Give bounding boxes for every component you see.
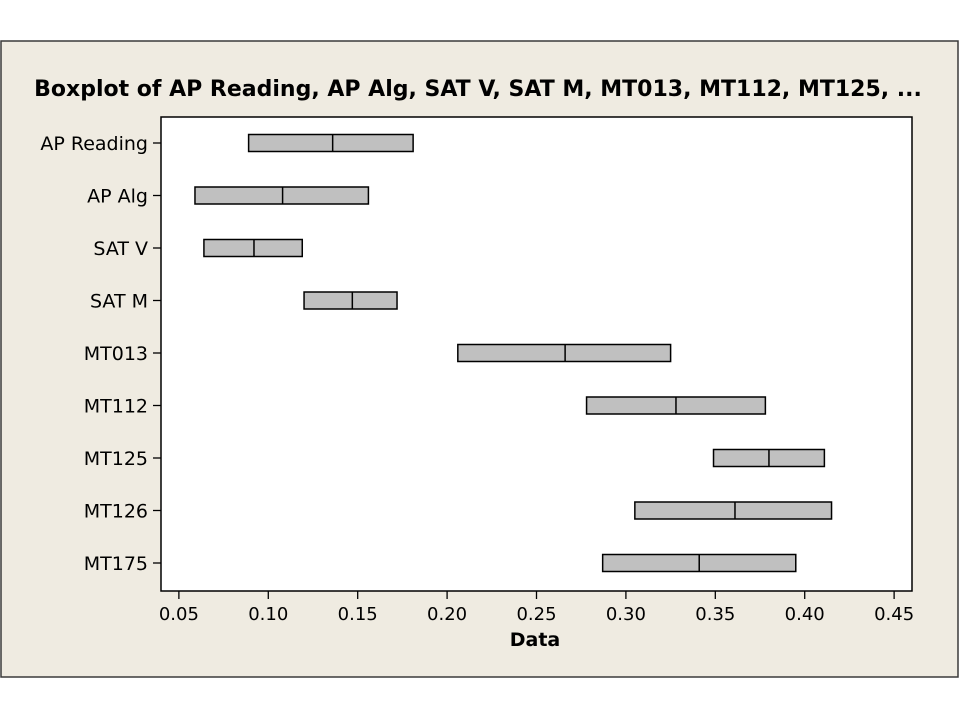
x-tick-label: 0.45 — [874, 604, 914, 625]
x-tick-label: 0.35 — [695, 604, 735, 625]
y-axis: AP Reading AP Alg SAT V SAT M MT013 MT112 MT12… — [40, 133, 161, 575]
y-tick-label: SAT M — [90, 291, 148, 313]
x-axis-title: Data — [510, 629, 561, 651]
y-tick-label: MT175 — [84, 553, 148, 575]
x-tick-label: 0.15 — [338, 604, 378, 625]
y-tick-label: MT125 — [84, 448, 148, 470]
box-sat-v — [203, 238, 304, 258]
x-tick-label: 0.10 — [248, 604, 288, 625]
x-axis: 0.05 0.10 0.15 0.20 0.25 0.30 0.35 0.40 0.45 — [159, 591, 914, 625]
x-tick-label: 0.40 — [785, 604, 825, 625]
x-tick-label: 0.30 — [606, 604, 646, 625]
box-sat-m — [303, 291, 398, 310]
y-tick-label: MT112 — [84, 396, 148, 418]
y-tick-label: AP Alg — [87, 186, 148, 208]
box-ap-reading — [247, 133, 414, 153]
y-tick-label: MT126 — [84, 501, 148, 523]
y-tick-label: MT013 — [84, 343, 148, 365]
y-tick-label: AP Reading — [40, 133, 148, 155]
x-tick-label: 0.20 — [427, 604, 467, 625]
chart-title: Boxplot of AP Reading, AP Alg, SAT V, SA… — [34, 77, 922, 102]
box-mt126 — [634, 501, 833, 520]
box-mt013 — [457, 343, 672, 363]
x-tick-label: 0.25 — [516, 604, 556, 625]
x-tick-label: 0.05 — [159, 604, 199, 625]
y-tick-label: SAT V — [93, 238, 148, 260]
box-ap-alg — [194, 186, 370, 205]
boxes-group — [194, 133, 833, 573]
